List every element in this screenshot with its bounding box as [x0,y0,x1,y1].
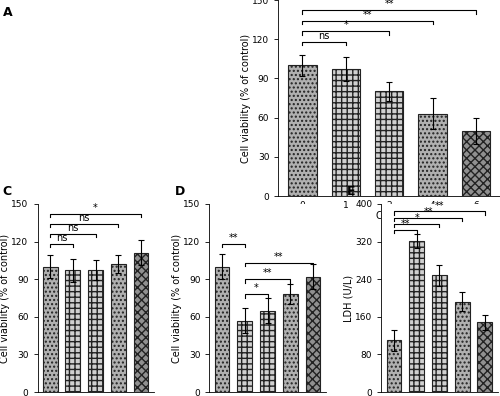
Bar [462,131,490,196]
Bar [260,310,275,392]
Bar [306,277,320,392]
Bar [66,270,80,392]
Bar [288,65,316,196]
Text: **: ** [228,233,238,243]
Bar [410,241,424,392]
Bar [43,267,58,392]
Text: ns: ns [78,213,90,223]
Text: *: * [344,20,348,30]
Bar [386,340,402,392]
Bar [134,253,148,392]
Bar [238,321,252,392]
Bar [432,276,447,392]
Text: **: ** [424,207,433,217]
Text: *: * [93,203,98,213]
Bar [283,294,298,392]
Text: A: A [2,6,12,19]
Bar [478,322,492,392]
Bar [375,91,403,196]
Text: **: ** [384,0,394,10]
Bar [111,264,126,392]
Bar [214,267,230,392]
Text: **: ** [434,200,444,211]
Y-axis label: Cell viability (% of control): Cell viability (% of control) [240,33,250,163]
Y-axis label: Cell viability (% of control): Cell viability (% of control) [172,233,182,363]
Bar [332,69,360,196]
Text: **: ** [400,219,410,229]
Bar [454,302,469,392]
Text: D: D [174,185,185,198]
X-axis label: CSE%: CSE% [375,211,403,221]
Text: **: ** [274,252,283,262]
Bar [418,114,446,196]
Y-axis label: Cell viability (% of control): Cell viability (% of control) [0,233,10,363]
Text: **: ** [362,10,372,20]
Text: *: * [254,283,258,293]
Text: ns: ns [56,233,67,243]
Y-axis label: LDH (U/L): LDH (U/L) [344,274,353,322]
Text: ns: ns [67,223,78,233]
Text: ns: ns [318,31,330,41]
Text: *: * [414,213,419,223]
Text: E: E [346,185,355,198]
Bar [88,270,103,392]
Text: C: C [2,185,12,198]
Text: **: ** [263,268,272,278]
